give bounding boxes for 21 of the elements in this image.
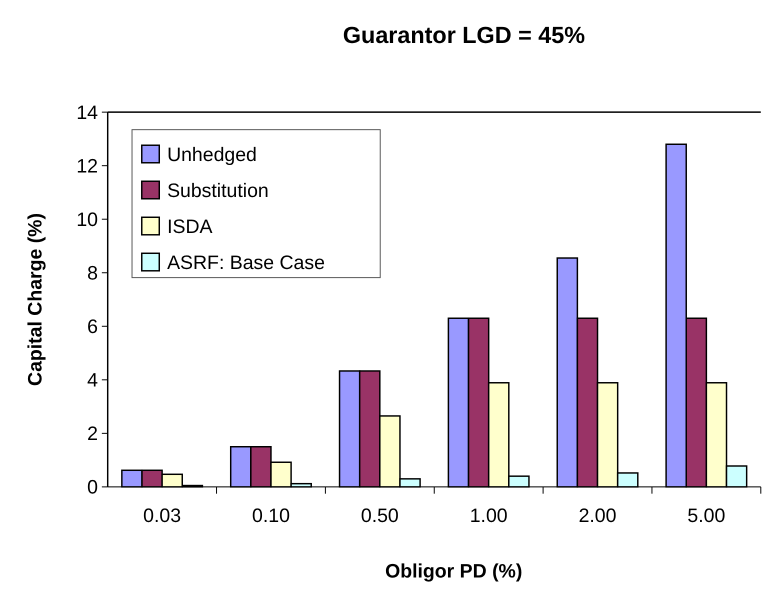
- legend-label: ISDA: [167, 216, 212, 238]
- y-tick-label: 14: [76, 102, 98, 124]
- x-tick-label: 0.50: [360, 504, 399, 527]
- y-tick-label: 10: [76, 209, 98, 232]
- y-tick-label: 6: [87, 316, 98, 338]
- y-tick-label: 2: [87, 423, 98, 446]
- legend-label: Substitution: [167, 180, 269, 202]
- y-tick-label: 4: [87, 370, 98, 392]
- x-tick-label: 0.03: [143, 504, 182, 527]
- legend-label: ASRF: Base Case: [167, 252, 325, 274]
- y-tick-label: 12: [76, 155, 98, 178]
- x-tick-label: 0.10: [252, 504, 290, 527]
- x-axis-title: Obligor PD (%): [385, 560, 522, 582]
- x-tick-label: 2.00: [578, 504, 617, 527]
- x-tick-label: 1.00: [470, 504, 508, 527]
- chart-title: Guarantor LGD = 45%: [342, 22, 586, 48]
- y-tick-label: 8: [87, 262, 98, 285]
- y-axis-title: Capital Charge (%): [24, 213, 47, 386]
- legend-label: Unhedged: [167, 144, 257, 166]
- x-tick-label: 5.00: [687, 504, 726, 527]
- y-tick-label: 0: [87, 476, 98, 499]
